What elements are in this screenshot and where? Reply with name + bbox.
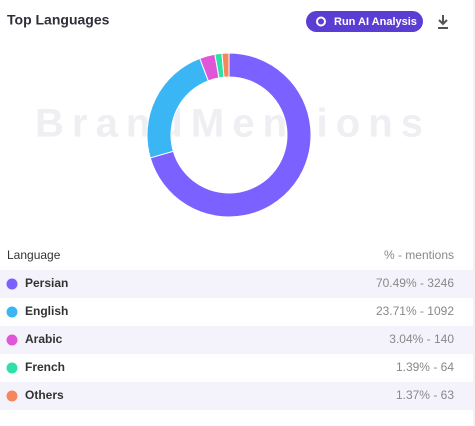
language: Persian xyxy=(25,276,68,290)
download-icon[interactable] xyxy=(438,15,448,29)
download-glyph[interactable] xyxy=(438,15,448,29)
legend-dot xyxy=(6,362,18,374)
column-header: % - mentions xyxy=(384,248,454,262)
language: French xyxy=(25,360,65,374)
table-rows: Persian 70.49% - 3246 English 23.71% - 1092… xyxy=(0,270,474,410)
row-bg xyxy=(0,326,474,354)
legend-dot xyxy=(6,306,18,318)
share: 70.49% - 3246 xyxy=(376,276,454,290)
row-bg xyxy=(0,270,474,298)
column-header: Language xyxy=(7,248,61,262)
donut-slice xyxy=(149,52,312,218)
share: 23.71% - 1092 xyxy=(376,304,454,318)
button-icon xyxy=(316,16,326,27)
share: 1.39% - 64 xyxy=(396,360,454,374)
row-bg xyxy=(0,382,474,410)
donut-slice xyxy=(221,52,230,78)
language: English xyxy=(25,304,68,318)
ai-button[interactable]: Run AI Analysis xyxy=(306,11,423,32)
language: Arabic xyxy=(25,332,63,346)
button-bg[interactable] xyxy=(306,11,423,32)
language: Others xyxy=(25,388,64,402)
legend-dot xyxy=(6,390,18,402)
legend-dot xyxy=(6,334,18,346)
donut xyxy=(146,52,312,218)
title: Top Languages xyxy=(7,12,110,28)
legend-dot xyxy=(6,278,18,290)
share: 3.04% - 140 xyxy=(389,332,454,346)
share: 1.37% - 63 xyxy=(396,388,454,402)
button-label[interactable]: Run AI Analysis xyxy=(334,16,417,28)
